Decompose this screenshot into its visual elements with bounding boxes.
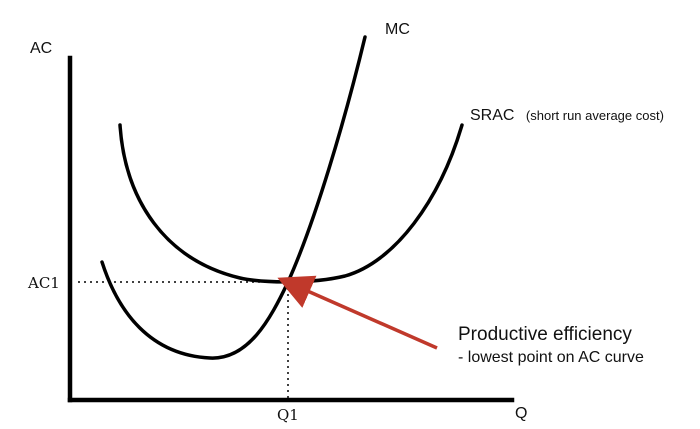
srac-label: SRAC (short run average cost) — [470, 107, 664, 124]
ac1-label: AC1 — [27, 274, 60, 292]
mc-curve — [100, 35, 367, 360]
y-axis-label: AC — [30, 40, 52, 57]
q1-label: Q1 — [277, 406, 299, 424]
annotation-arrow — [277, 275, 438, 350]
annotation-title: Productive efficiency — [458, 324, 632, 345]
annotation-subtitle: - lowest point on AC curve — [458, 349, 644, 366]
srac-label-note: (short run average cost) — [526, 108, 664, 123]
srac-curve — [118, 123, 464, 284]
mc-label: MC — [385, 21, 410, 38]
srac-label-name: SRAC — [470, 107, 514, 124]
x-axis-label: Q — [515, 405, 527, 422]
